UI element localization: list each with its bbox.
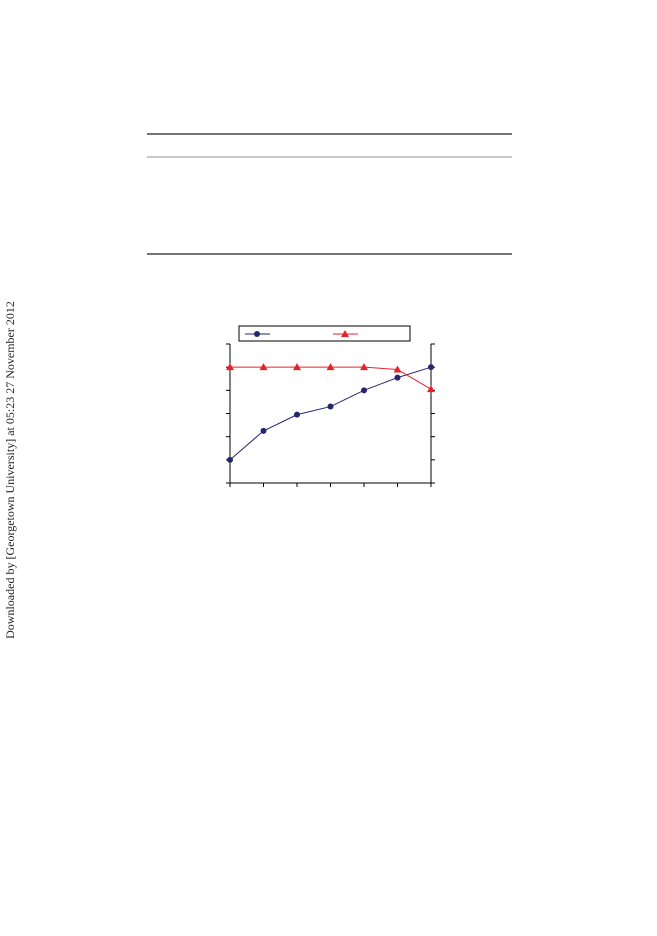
marker bbox=[327, 403, 334, 410]
marker bbox=[394, 374, 401, 381]
marker bbox=[227, 456, 233, 463]
marker bbox=[293, 363, 301, 371]
series-line bbox=[229, 366, 432, 461]
marker bbox=[341, 330, 349, 337]
marker bbox=[260, 427, 267, 434]
marker bbox=[361, 387, 367, 394]
marker bbox=[226, 363, 234, 371]
marker bbox=[360, 363, 368, 371]
marker bbox=[259, 363, 268, 371]
marker bbox=[294, 411, 300, 418]
download-note: Downloaded by [Georgetown University] at… bbox=[3, 301, 17, 639]
series-line bbox=[230, 366, 432, 390]
marker bbox=[428, 364, 434, 371]
legend-box bbox=[238, 325, 411, 342]
marker bbox=[326, 363, 335, 371]
marker bbox=[393, 365, 402, 373]
marker bbox=[427, 385, 435, 393]
marker bbox=[254, 331, 260, 337]
